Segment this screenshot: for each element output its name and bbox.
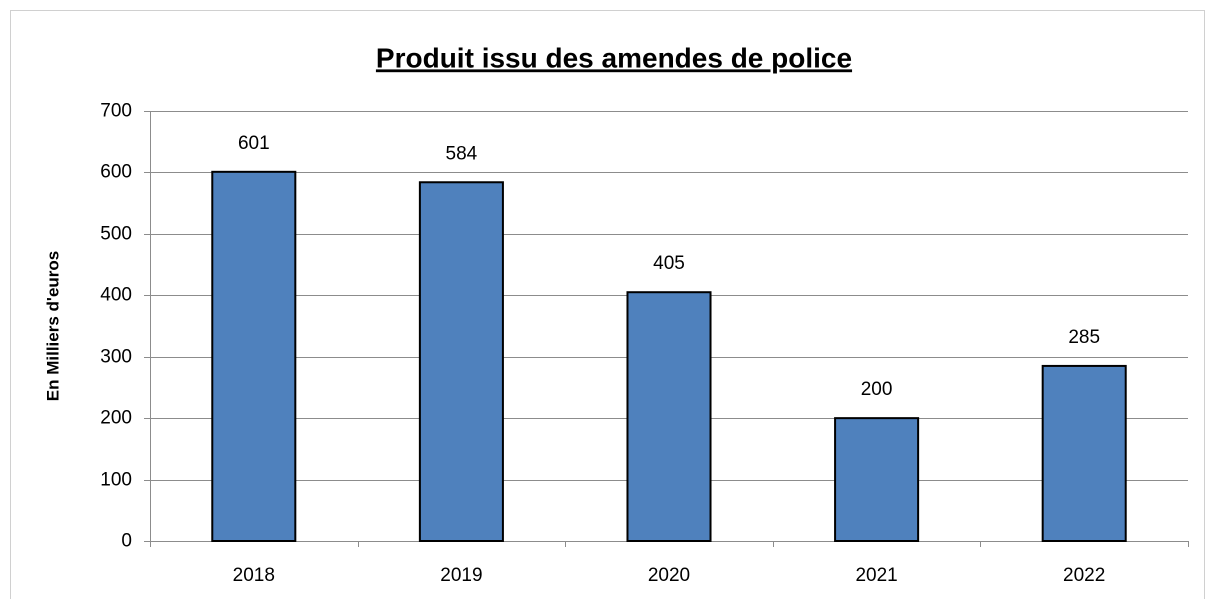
- x-tick-label: 2022: [1063, 565, 1105, 586]
- chart-title: Produit issu des amendes de police: [376, 42, 852, 73]
- y-axis-label: En Milliers d'euros: [43, 251, 62, 401]
- data-label: 584: [446, 143, 478, 164]
- y-tick-label: 700: [100, 101, 132, 122]
- y-tick-label: 400: [100, 285, 132, 306]
- x-tick-label: 2020: [648, 565, 690, 586]
- bar: [211, 170, 297, 542]
- bar: [834, 417, 920, 542]
- y-tick-label: 300: [100, 347, 132, 368]
- bar: [1041, 364, 1127, 542]
- data-label: 405: [653, 253, 685, 274]
- x-tick-label: 2019: [440, 565, 482, 586]
- bar: [626, 291, 712, 543]
- x-tick-label: 2018: [233, 565, 275, 586]
- y-tick-label: 100: [100, 470, 132, 491]
- data-label: 200: [861, 379, 893, 400]
- x-tick-label: 2021: [855, 565, 897, 586]
- y-tick-label: 0: [121, 531, 132, 552]
- y-tick-label: 500: [100, 224, 132, 245]
- bar: [418, 181, 504, 542]
- data-label: 601: [238, 133, 270, 154]
- y-tick-label: 600: [100, 162, 132, 183]
- data-label: 285: [1068, 327, 1100, 348]
- y-tick-label: 200: [100, 408, 132, 429]
- chart-border: [10, 10, 1205, 599]
